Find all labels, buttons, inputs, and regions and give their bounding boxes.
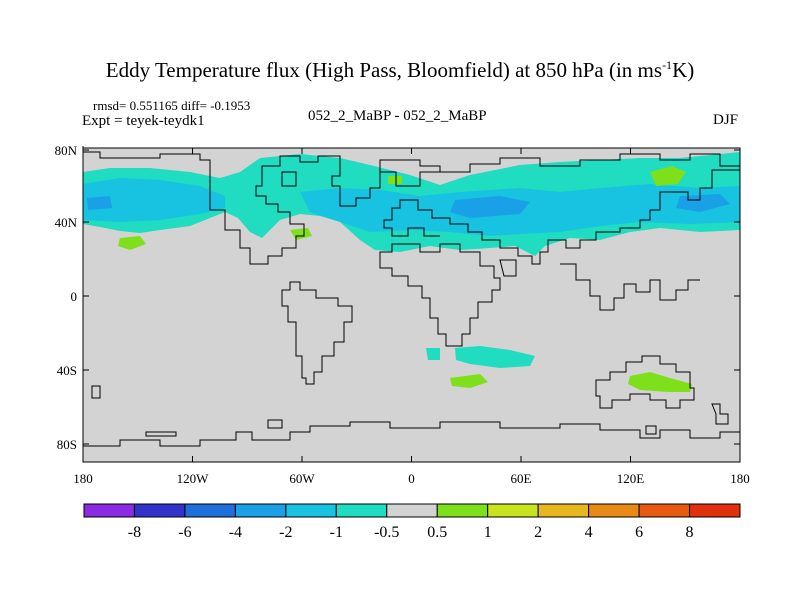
colorbar-segment — [335, 503, 388, 518]
colorbar-label: 4 — [585, 524, 593, 541]
y-tick-label: 80N — [55, 143, 78, 158]
colorbar-segment — [234, 503, 287, 518]
y-tick-label: 80S — [57, 437, 77, 452]
cyan-band-deep — [83, 178, 225, 222]
nz-outline — [711, 403, 729, 425]
x-tick-label: 180 — [73, 471, 93, 486]
cyan-south — [455, 346, 535, 368]
colorbar-label: -8 — [128, 524, 141, 541]
colorbar-label: 0.5 — [427, 524, 447, 541]
green-patch-2 — [650, 166, 686, 186]
australia-outline — [595, 355, 695, 409]
colorbar-segment — [184, 503, 236, 518]
colorbar-label: 8 — [686, 524, 694, 541]
colorbar-segment — [83, 503, 135, 518]
cyan-field — [83, 152, 740, 368]
colorbar-segment — [386, 503, 438, 518]
antarctica-outline — [83, 421, 740, 447]
colorbar-label: -6 — [178, 524, 191, 541]
colorbar-segment — [689, 503, 741, 518]
eurasia-outline — [383, 153, 741, 265]
colorbar-segment — [588, 503, 640, 518]
colorbar-segment — [436, 503, 489, 518]
x-tick-label: 180 — [730, 471, 750, 486]
colorbar-label: -1 — [330, 524, 343, 541]
green-patch-4 — [450, 374, 488, 388]
colorbar-segment — [285, 503, 337, 518]
green-field — [118, 166, 692, 392]
cyan-south-2 — [426, 348, 440, 360]
y-tick-label: 40S — [57, 363, 77, 378]
hudson-outline — [281, 171, 297, 187]
small-island-1 — [145, 431, 177, 437]
y-tick-label: 40N — [55, 215, 78, 230]
north-america-outline — [82, 146, 381, 265]
green-patch-5 — [628, 372, 692, 392]
small-island-2 — [91, 385, 101, 399]
colorbar-label: 1 — [484, 524, 492, 541]
stats-label: rmsd= 0.551165 diff= -0.1953 — [93, 98, 251, 113]
colorbar-label: 2 — [534, 524, 542, 541]
colorbar-segment — [638, 503, 691, 518]
blue-core-1 — [87, 196, 112, 210]
x-tick-label: 0 — [408, 471, 415, 486]
x-tick-label: 60W — [289, 471, 315, 486]
colorbar-label: -4 — [229, 524, 242, 541]
season-label: DJF — [713, 112, 739, 128]
blue-core-3 — [676, 194, 730, 212]
colorbar-label: 6 — [635, 524, 643, 541]
coastlines — [82, 146, 741, 447]
green-patch-1 — [118, 236, 146, 250]
se-asia-outline — [560, 263, 700, 311]
colorbar-segment — [487, 503, 539, 518]
africa-outline — [379, 243, 501, 347]
y-tick-label: 0 — [71, 289, 78, 304]
antarctic-peninsula-outline — [267, 419, 283, 429]
experiment-names: 052_2_MaBP - 052_2_MaBP — [308, 108, 487, 124]
x-tick-label: 60E — [511, 471, 532, 486]
green-patch-6 — [388, 176, 402, 184]
colorbar-segment — [133, 503, 186, 518]
x-tick-label: 120W — [177, 471, 210, 486]
blue-core-2 — [450, 196, 530, 218]
axis-ticks: 80N 40N 0 40S 80S 180 120W 60W 0 60E 120E 180 — [55, 143, 750, 486]
x-tick-label: 120E — [617, 471, 645, 486]
colorbar-segment — [537, 503, 590, 518]
small-island-3 — [645, 425, 657, 435]
arabia-outline — [499, 259, 517, 277]
south-america-outline — [281, 281, 353, 385]
colorbar: -8 -6 -4 -2 -1 -0.5 0.5 1 2 4 6 8 — [83, 503, 741, 541]
colorbar-label: -2 — [279, 524, 292, 541]
colorbar-label: -0.5 — [374, 524, 399, 541]
figure-title: Eddy Temperature flux (High Pass, Bloomf… — [105, 58, 695, 82]
experiment-label: Expt = teyek-teydk1 — [82, 113, 205, 129]
